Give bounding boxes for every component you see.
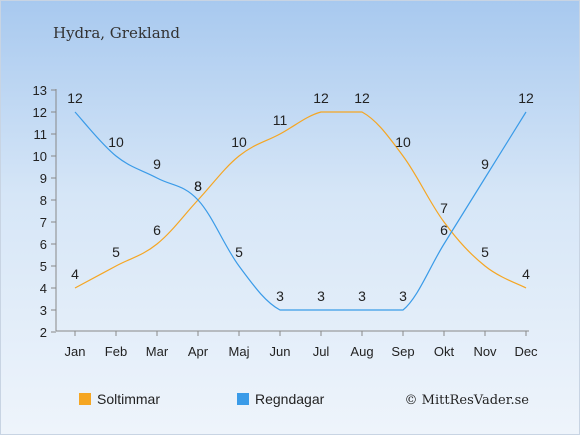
data-label-soltimmar: 4 (522, 266, 530, 282)
data-label-regndagar: 3 (317, 288, 325, 304)
y-tick-label: 10 (33, 149, 47, 164)
x-tick-label: Jan (65, 344, 86, 359)
data-label-regndagar: 6 (440, 222, 448, 238)
y-tick-label: 7 (40, 215, 47, 230)
y-tick-label: 4 (40, 281, 47, 296)
data-label-soltimmar: 12 (354, 90, 370, 106)
data-label-regndagar: 9 (153, 156, 161, 172)
data-label-soltimmar: 6 (153, 222, 161, 238)
y-tick-label: 2 (40, 325, 47, 340)
data-label-soltimmar: 10 (231, 134, 247, 150)
x-tick-label: Apr (188, 344, 209, 359)
data-label-regndagar: 10 (108, 134, 124, 150)
x-tick-label: Okt (434, 344, 455, 359)
legend-swatch-regndagar (237, 393, 249, 405)
data-label-regndagar: 8 (194, 178, 202, 194)
y-tick-label: 12 (33, 105, 47, 120)
data-label-regndagar: 3 (358, 288, 366, 304)
x-tick-label: Aug (350, 344, 373, 359)
data-label-soltimmar: 7 (440, 200, 448, 216)
x-tick-label: Sep (391, 344, 414, 359)
x-axis-ticks: Jan Feb Mar Apr Maj Jun Jul Aug Sep Okt Nov Dec (65, 331, 538, 359)
data-label-regndagar: 5 (235, 244, 243, 260)
y-axis-ticks: 2 3 4 5 6 7 8 9 10 11 12 13 (33, 83, 56, 340)
legend-label-regndagar: Regndagar (255, 391, 325, 407)
y-tick-label: 11 (34, 127, 48, 142)
data-label-soltimmar: 5 (112, 244, 120, 260)
chart-title: Hydra, Grekland (53, 24, 180, 42)
data-label-regndagar: 3 (399, 288, 407, 304)
series-line-regndagar (74, 111, 527, 311)
series-line-soltimmar (74, 111, 527, 289)
legend: Soltimmar Regndagar (79, 391, 325, 407)
data-label-regndagar: 12 (67, 90, 83, 106)
x-tick-label: Mar (146, 344, 169, 359)
x-tick-label: Dec (514, 344, 538, 359)
x-tick-label: Jul (313, 344, 330, 359)
x-tick-label: Nov (473, 344, 497, 359)
y-tick-label: 8 (40, 193, 47, 208)
x-tick-label: Maj (229, 344, 250, 359)
series-lines (74, 111, 527, 311)
y-tick-label: 5 (40, 259, 47, 274)
data-label-soltimmar: 10 (395, 134, 411, 150)
x-tick-label: Feb (105, 344, 127, 359)
data-label-soltimmar: 11 (273, 112, 288, 128)
data-label-soltimmar: 4 (71, 266, 79, 282)
data-label-soltimmar: 8 (194, 178, 202, 194)
data-label-regndagar: 12 (518, 90, 534, 106)
x-tick-label: Jun (270, 344, 291, 359)
legend-swatch-soltimmar (79, 393, 91, 405)
y-tick-label: 13 (33, 83, 47, 98)
data-label-soltimmar: 12 (313, 90, 329, 106)
legend-label-soltimmar: Soltimmar (97, 391, 160, 407)
y-tick-label: 3 (40, 303, 47, 318)
y-tick-label: 6 (40, 237, 47, 252)
data-label-regndagar: 9 (481, 156, 489, 172)
credit-text: © MittResVader.se (405, 393, 530, 408)
chart-axes (55, 89, 529, 332)
data-label-soltimmar: 5 (481, 244, 489, 260)
data-label-regndagar: 3 (276, 288, 284, 304)
y-tick-label: 9 (40, 171, 47, 186)
